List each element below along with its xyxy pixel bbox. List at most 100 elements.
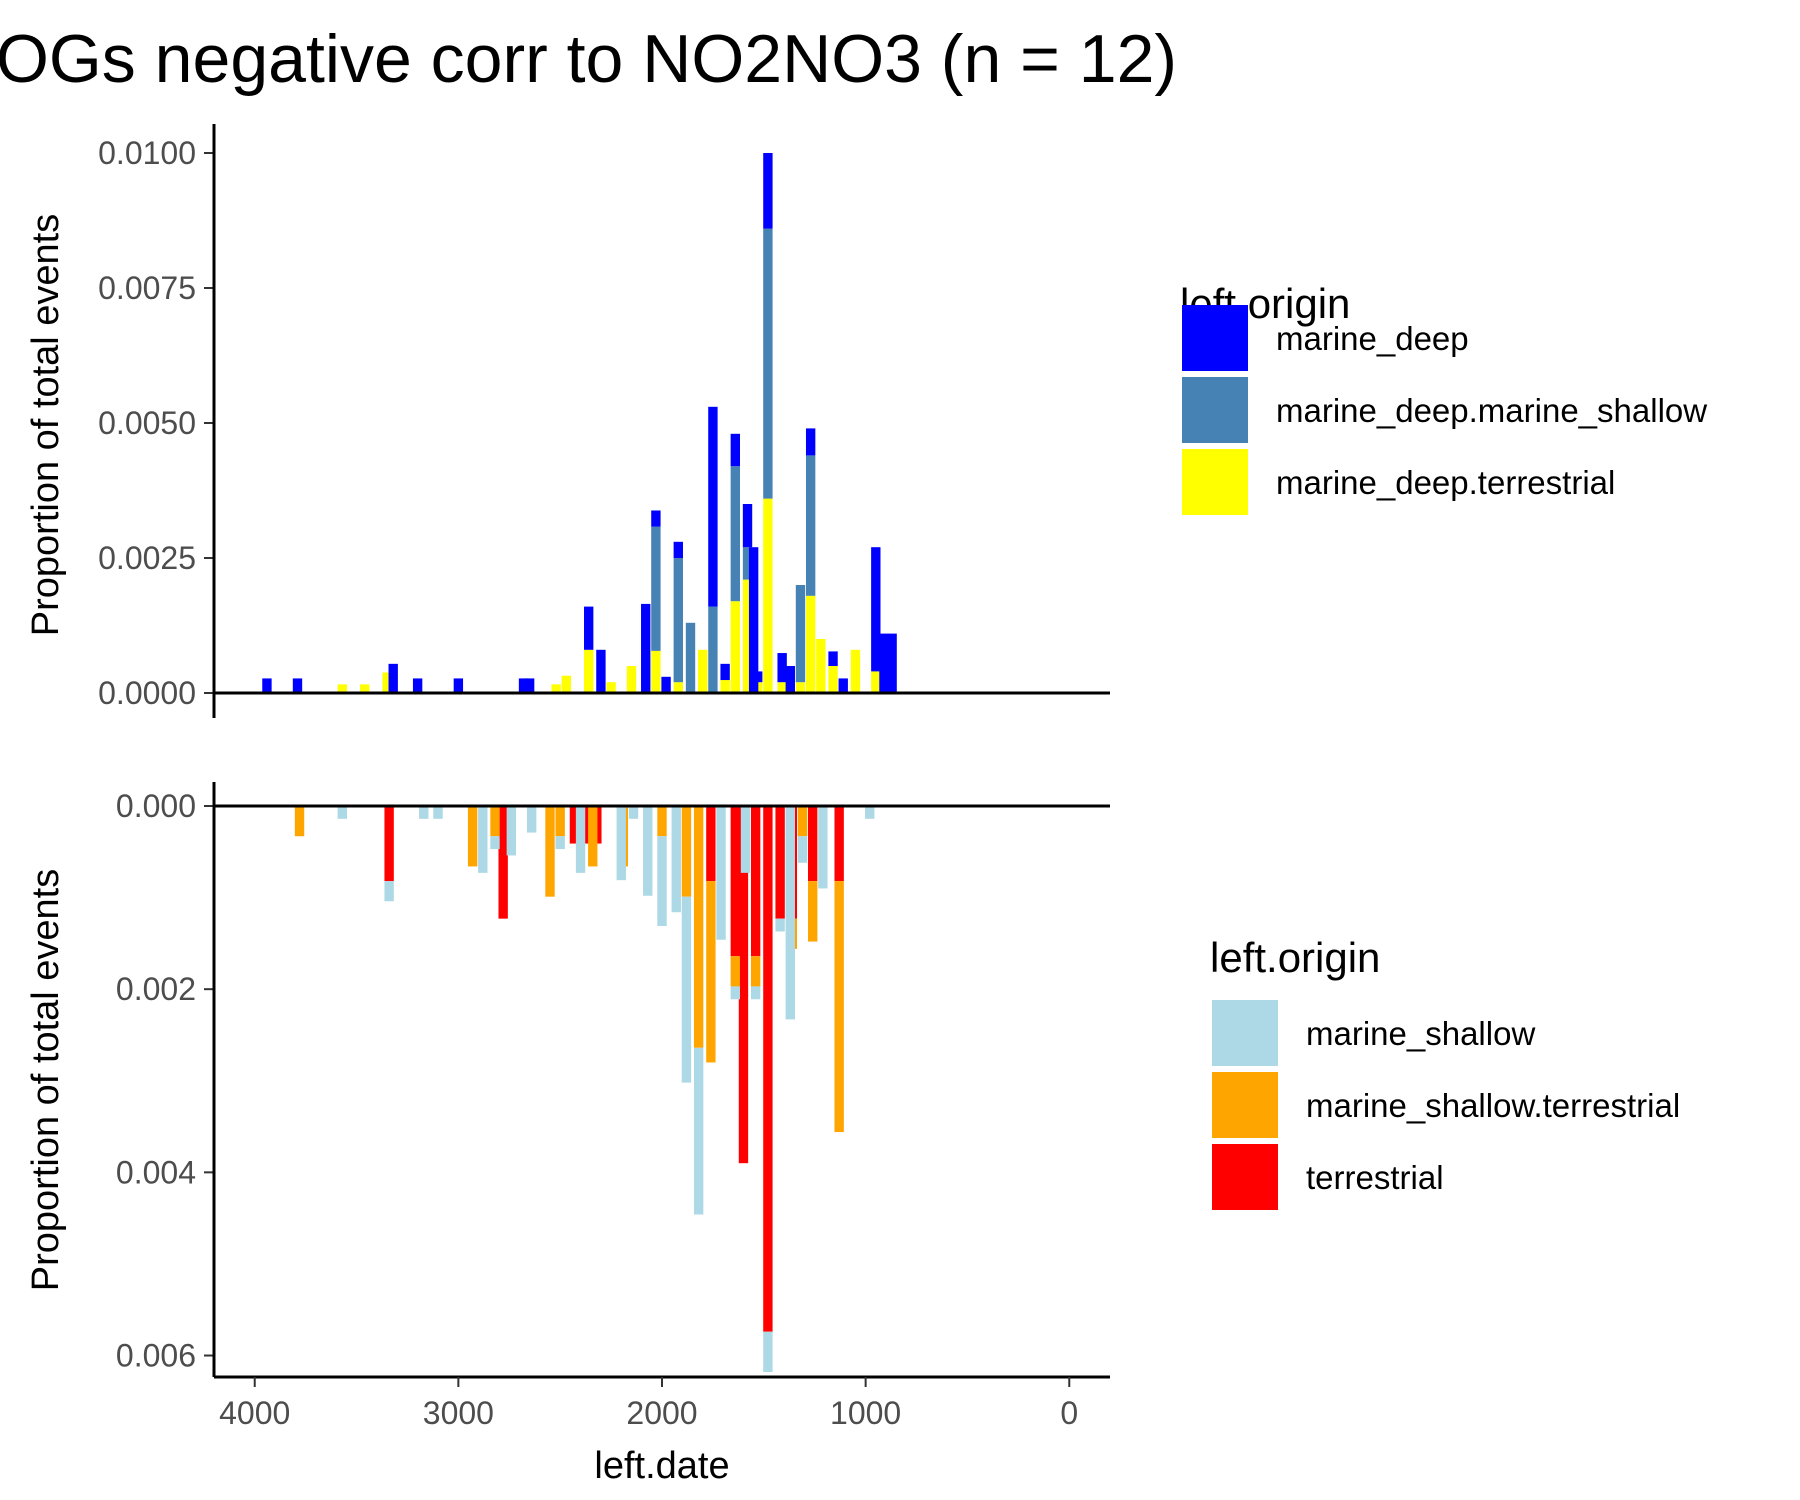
top-legend-swatch-1 [1182,377,1248,443]
bottom-legend-title: left.origin [1210,934,1380,981]
bottom-y-tick-label-2: 0.004 [116,1154,196,1190]
bottom-bar-marine-shallow-22 [775,918,785,932]
bottom-bar-terrestrial-10 [775,806,785,919]
top-bar-marine-deep-23 [828,651,838,666]
bottom-bar-marine-shallow-0 [337,806,347,819]
x-tick-label-3: 1000 [830,1395,901,1431]
bottom-bar-marine-shallow-15 [681,896,692,1083]
top-bar-marine-deep-marine-shallow-2 [685,622,696,693]
bottom-bar-marine-shallow-terrestrial-8 [681,806,692,897]
top-legend: left.originmarine_deepmarine_deep.marine… [1180,280,1707,515]
top-bar-marine-deep-marine-shallow-8 [805,455,816,596]
top-bar-marine-deep-6 [524,678,535,693]
bottom-y-tick-label-0: 0.000 [116,788,196,824]
x-axis-label: left.date [594,1445,729,1487]
bottom-bar-marine-shallow-terrestrial-9 [693,806,704,1048]
top-bar-marine-deep-terrestrial-17 [795,682,806,693]
top-bar-marine-deep-terrestrial-3 [551,684,561,693]
bottom-bar-marine-shallow-terrestrial-15 [808,881,818,942]
bottom-bar-marine-shallow-10 [616,806,626,881]
top-bar-marine-deep-0 [262,678,272,693]
top-bar-marine-deep-terrestrial-2 [382,672,392,693]
top-bar-marine-deep-3 [412,678,423,693]
bottom-panel: 0.000 0.002 0.004 0.006 4000 3000 2000 1000 0 P… [25,782,1110,1487]
top-y-ticks: 0.0000 0.0025 0.0050 0.0075 0.0100 [98,135,214,711]
bottom-bar-marine-shallow-5 [490,836,500,850]
top-bar-marine-deep-13 [708,406,718,607]
bottom-bar-marine-shallow-6 [506,806,516,856]
bottom-bar-marine-shallow-8 [555,836,565,850]
top-bar-marine-deep-marine-shallow-1 [673,558,683,683]
top-bar-marine-deep-24 [838,678,848,693]
bottom-bar-terrestrial-2 [569,806,580,844]
bottom-bar-marine-shallow-9 [575,806,586,873]
top-bar-marine-deep-terrestrial-16 [777,682,787,693]
top-legend-swatch-2 [1182,449,1248,515]
top-bar-marine-deep-terrestrial-12 [730,601,740,693]
top-bar-marine-deep-17 [748,547,759,693]
bottom-bar-terrestrial-6 [730,806,740,957]
top-bar-marine-deep-marine-shallow-7 [795,585,806,683]
bottom-bar-marine-shallow-1 [384,881,394,902]
bottom-bar-terrestrial-7 [738,806,749,1164]
top-bar-marine-deep-terrestrial-19 [816,639,826,693]
top-y-tick-label-2: 0.0050 [98,405,196,441]
top-panel: 0.0000 0.0025 0.0050 0.0075 0.0100 Proportio… [25,124,1110,718]
top-bar-marine-deep-terrestrial-7 [626,666,637,693]
bottom-y-tick-label-3: 0.006 [116,1338,196,1374]
x-ticks: 4000 3000 2000 1000 0 [219,1377,1078,1431]
bottom-bar-marine-shallow-terrestrial-4 [555,806,565,837]
bottom-bar-marine-shallow-terrestrial-12 [750,956,761,987]
bottom-bar-marine-shallow-terrestrial-14 [797,806,808,837]
top-bar-marine-deep-15 [730,433,740,467]
bottom-bar-marine-shallow-terrestrial-2 [490,806,500,837]
bottom-bar-marine-shallow-16 [693,1047,704,1215]
bottom-bar-marine-shallow-18 [730,986,740,1000]
bottom-legend: left.origin marine_shallow marine_shallow.… [1210,934,1680,1210]
top-legend-label-1: marine_deep.marine_shallow [1276,392,1707,429]
bottom-bar-marine-shallow-24 [797,836,808,863]
top-legend-swatch-0 [1182,305,1248,371]
bottom-bar-marine-shallow-4 [478,806,488,873]
top-bar-marine-deep-25 [871,547,881,672]
bottom-bar-marine-shallow-7 [526,806,537,833]
top-bar-marine-deep-terrestrial-21 [850,649,861,693]
bottom-bar-terrestrial-12 [808,806,818,882]
top-y-axis-label: Proportion of total events [25,214,67,636]
bottom-legend-label-2: terrestrial [1306,1159,1444,1196]
top-y-tick-label-3: 0.0075 [98,270,196,306]
bottom-bar-marine-shallow-2 [419,806,429,819]
bottom-bar-terrestrial-9 [763,806,773,1332]
bottom-bar-marine-shallow-25 [818,806,828,889]
bottom-bar-marine-shallow-terrestrial-16 [834,881,844,1133]
top-bar-marine-deep-2 [388,663,398,693]
bottom-y-tick-label-1: 0.002 [116,971,196,1007]
top-bar-marine-deep-marine-shallow-5 [742,547,753,580]
top-bar-marine-deep-terrestrial-5 [584,649,594,693]
top-bar-marine-deep-terrestrial-20 [828,666,838,693]
top-legend-label-0: marine_deep [1276,320,1469,357]
bottom-bar-marine-shallow-11 [628,806,639,819]
bottom-bar-marine-shallow-17 [716,806,726,940]
bottom-bar-marine-shallow-19 [740,806,751,873]
bottom-legend-swatch-0 [1212,1000,1278,1066]
top-bar-marine-deep-20 [777,653,787,683]
top-bar-marine-deep-11 [661,676,671,693]
bottom-legend-label-1: marine_shallow.terrestrial [1306,1087,1680,1124]
bottom-bar-marine-shallow-3 [433,806,443,819]
top-bar-marine-deep-terrestrial-18 [805,595,816,693]
top-bar-marine-deep-terrestrial-10 [698,649,708,693]
top-bar-marine-deep-27 [887,633,897,693]
top-bar-marine-deep-terrestrial-22 [871,671,881,693]
bottom-y-axis-label: Proportion of total events [25,869,67,1291]
bottom-bar-marine-shallow-terrestrial-1 [467,806,478,867]
top-bar-marine-deep-terrestrial-11 [720,680,730,693]
top-y-tick-label-4: 0.0100 [98,135,196,171]
bottom-bar-terrestrial-1 [498,806,508,919]
x-tick-label-1: 3000 [423,1395,494,1431]
top-y-tick-label-0: 0.0000 [98,675,196,711]
bottom-bars [294,806,875,1373]
top-bar-marine-deep-16 [742,504,753,548]
x-tick-label-4: 0 [1060,1395,1078,1431]
